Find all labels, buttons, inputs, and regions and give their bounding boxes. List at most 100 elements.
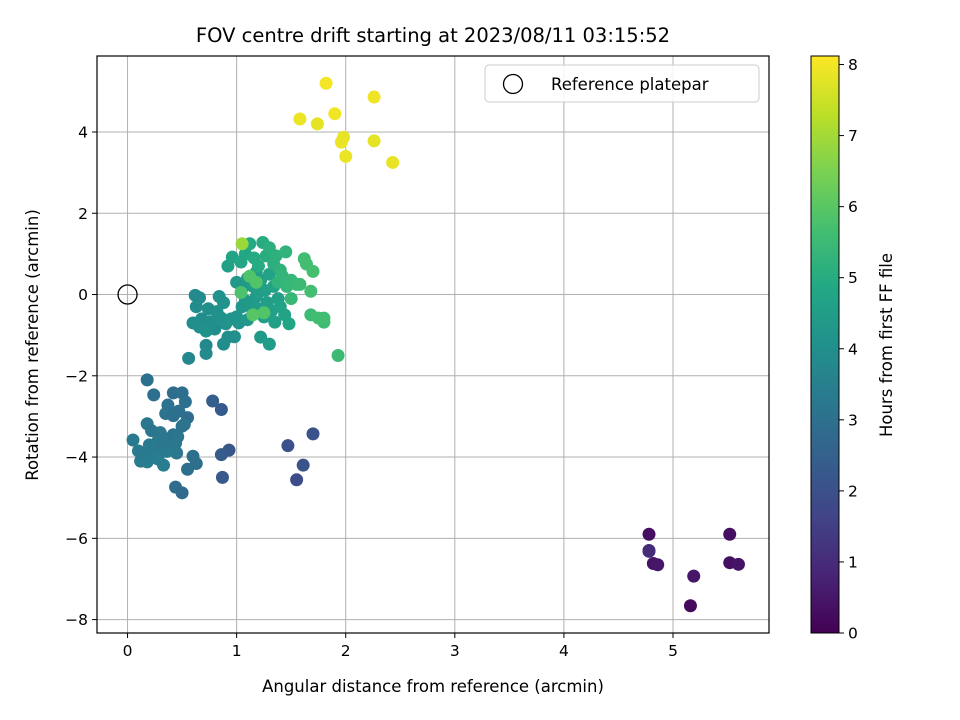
data-point <box>214 448 228 462</box>
data-point <box>723 527 737 541</box>
data-point <box>257 306 271 320</box>
y-tick-label: −6 <box>65 530 88 548</box>
data-point <box>199 346 213 360</box>
data-point <box>182 351 196 365</box>
data-point <box>296 458 310 472</box>
plot-frame <box>96 55 770 634</box>
legend: Reference platepar <box>484 64 760 103</box>
colorbar-tick-label: 3 <box>848 411 858 429</box>
x-axis-label: Angular distance from reference (arcmin) <box>262 677 604 696</box>
data-point <box>328 107 342 121</box>
colorbar-ticks: 0 1 2 3 4 5 6 7 8 <box>839 56 858 643</box>
y-tick-label: −2 <box>65 367 88 385</box>
data-points <box>117 76 745 613</box>
colorbar-tick-label: 0 <box>848 625 858 643</box>
data-point <box>290 473 304 487</box>
colorbar-tick-label: 8 <box>848 56 858 74</box>
data-point <box>281 439 295 453</box>
data-point <box>178 395 192 409</box>
data-point <box>339 149 353 163</box>
data-point <box>227 330 241 344</box>
colorbar-tick-label: 5 <box>848 269 858 287</box>
colorbar <box>810 55 840 634</box>
data-point <box>310 117 324 131</box>
data-point <box>651 558 665 572</box>
data-point <box>269 249 283 263</box>
colorbar-tick-label: 1 <box>848 553 858 571</box>
x-tick-label: 2 <box>341 642 351 660</box>
data-point <box>687 569 701 583</box>
x-tick-label: 0 <box>123 642 133 660</box>
data-point <box>262 337 276 351</box>
data-point <box>199 324 213 338</box>
x-tick-label: 5 <box>668 642 678 660</box>
data-point <box>254 330 268 344</box>
data-point <box>731 557 745 571</box>
data-point <box>293 277 307 291</box>
data-point <box>140 373 154 387</box>
data-point <box>642 544 656 558</box>
data-point <box>331 348 345 362</box>
data-point <box>166 409 180 423</box>
data-point <box>284 292 298 306</box>
data-point <box>206 394 220 408</box>
data-point <box>642 527 656 541</box>
data-point <box>306 264 320 278</box>
data-point <box>293 112 307 126</box>
data-point <box>319 76 333 90</box>
data-point <box>215 470 229 484</box>
data-point <box>282 317 296 331</box>
chart-title: FOV centre drift starting at 2023/08/11 … <box>196 24 670 47</box>
colorbar-tick-label: 6 <box>848 198 858 216</box>
x-tick-label: 1 <box>232 642 242 660</box>
grid-lines <box>97 56 769 633</box>
data-point <box>189 457 203 471</box>
x-tick-label: 4 <box>559 642 569 660</box>
data-point <box>367 90 381 104</box>
data-point <box>262 267 276 281</box>
data-point <box>367 134 381 148</box>
legend-entry-label: Reference platepar <box>551 75 709 94</box>
data-point <box>337 130 351 144</box>
data-point <box>170 446 184 460</box>
y-tick-label: 2 <box>78 205 88 223</box>
data-point <box>175 486 189 500</box>
y-axis-ticks: −8 −6 −4 −2 0 2 4 <box>65 123 97 629</box>
data-point <box>147 388 161 402</box>
data-point <box>683 599 697 613</box>
colorbar-label: Hours from first FF file <box>877 253 896 437</box>
legend-reference-marker <box>502 73 524 95</box>
data-point <box>317 311 331 325</box>
x-tick-label: 3 <box>450 642 460 660</box>
y-tick-label: −4 <box>65 449 88 467</box>
data-point <box>304 284 318 298</box>
y-tick-label: 4 <box>78 123 88 141</box>
reference-platepar-marker <box>117 284 138 305</box>
data-point <box>126 433 140 447</box>
data-point <box>169 436 183 450</box>
data-point <box>279 245 293 259</box>
data-point <box>251 259 265 273</box>
y-tick-label: −8 <box>65 611 88 629</box>
data-point <box>214 403 228 417</box>
colorbar-tick-label: 2 <box>848 482 858 500</box>
data-point <box>160 444 174 458</box>
legend-box <box>484 64 760 103</box>
data-point <box>249 275 263 289</box>
y-axis-label: Rotation from reference (arcmin) <box>23 209 42 481</box>
data-point <box>268 315 282 329</box>
colorbar-tick-label: 4 <box>848 340 858 358</box>
data-point <box>189 300 203 314</box>
data-point <box>234 285 248 299</box>
x-axis-ticks: 0 1 2 3 4 5 <box>123 633 678 660</box>
colorbar-tick-label: 7 <box>848 127 858 145</box>
data-point <box>246 308 260 322</box>
data-point <box>177 418 191 432</box>
data-point <box>157 458 171 472</box>
data-point <box>306 427 320 441</box>
data-point <box>217 296 231 310</box>
y-tick-label: 0 <box>78 286 88 304</box>
data-point <box>386 155 400 169</box>
data-point <box>235 237 249 251</box>
